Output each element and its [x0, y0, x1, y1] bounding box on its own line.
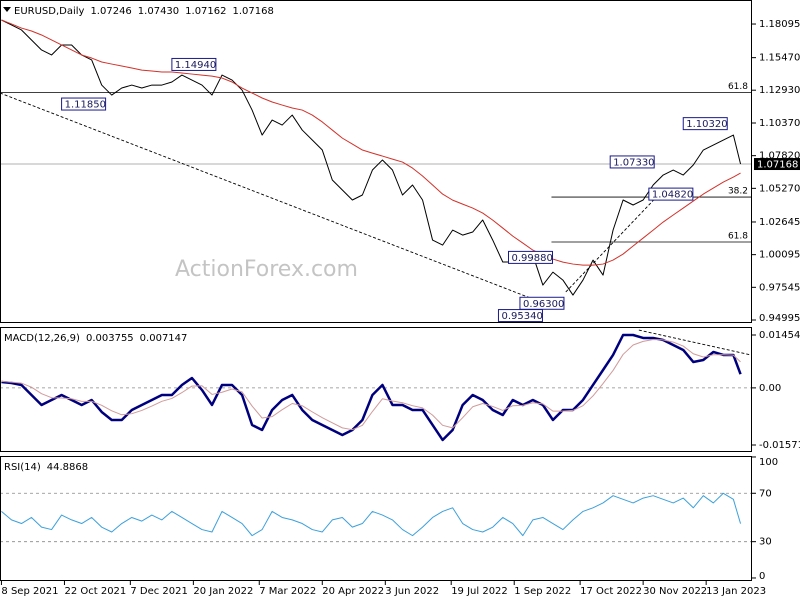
indicator-name: RSI(14) [4, 462, 41, 473]
y-tick-label: 1.05270 [759, 183, 800, 194]
panel-frame [0, 0, 752, 323]
price-label: 1.04820 [652, 190, 693, 201]
indicator-value: 1.07168 [233, 6, 274, 17]
indicator-name: MACD(12,26,9) [4, 333, 80, 344]
indicator-value: 0.003755 [86, 333, 134, 344]
fib-label: 61.8 [728, 232, 748, 242]
y-tick-label: 30 [759, 537, 772, 548]
y-tick-label: -0.015712 [759, 440, 800, 451]
panel-header: MACD(12,26,9) 0.003755 0.007147 [4, 333, 187, 344]
panel-frame [0, 456, 752, 581]
indicator-value: 1.07430 [138, 6, 179, 17]
plot-area [0, 329, 752, 442]
panel-frame [0, 327, 752, 452]
y-tick-label: 1.12930 [759, 85, 800, 96]
plot-area: ActionForex.com 61.8 38.2 61.8 1.11850 1.1494… [0, 19, 752, 323]
x-tick-label: 20 Jan 2022 [193, 586, 253, 597]
y-tick-label: 0 [759, 571, 765, 582]
fib-label: 38.2 [728, 187, 748, 197]
y-tick-label: 1.15470 [759, 53, 800, 64]
trendline [565, 189, 664, 293]
price-label: 1.10320 [686, 119, 727, 130]
x-tick-label: 3 Jun 2022 [385, 586, 439, 597]
y-tick-label: 1.02645 [759, 217, 800, 228]
header-arrow [3, 7, 11, 12]
plot-area [0, 492, 752, 543]
y-tick-label: 100 [759, 457, 778, 468]
price-label-box [171, 57, 217, 71]
y-tick-label: 1.07820 [759, 151, 800, 162]
x-tick-label: 7 Dec 2021 [130, 586, 188, 597]
x-tick-label: 17 Oct 2022 [580, 586, 642, 597]
current-price-box [754, 158, 800, 171]
series-line [1, 19, 741, 266]
trendline [638, 329, 752, 356]
panel-header: EURUSD,Daily 1.07246 1.07430 1.07162 1.07168 [14, 6, 274, 17]
price-label: 0.96300 [523, 299, 564, 310]
series-line [1, 333, 742, 442]
x-tick-label: 20 Apr 2022 [322, 586, 384, 597]
indicator-value: 44.8868 [47, 462, 88, 473]
series-line [1, 339, 741, 431]
current-price-label: 1.07168 [757, 160, 798, 171]
series-line [1, 19, 742, 296]
price-label: 0.99880 [511, 253, 552, 264]
price-label: 1.11850 [65, 100, 106, 111]
indicator-value: 0.007147 [140, 333, 188, 344]
indicator-value: 1.07246 [90, 6, 131, 17]
x-tick-label: 7 Mar 2022 [259, 586, 316, 597]
x-tick-label: 30 Nov 2022 [643, 586, 707, 597]
fib-label: 61.8 [728, 82, 748, 92]
price-label-box [497, 309, 543, 323]
indicator-name: EURUSD,Daily [14, 6, 85, 17]
panel-header: RSI(14) 44.8868 [4, 462, 88, 473]
y-tick-label: 1.18095 [759, 19, 800, 30]
x-tick-label: 8 Sep 2021 [1, 586, 58, 597]
trendline [0, 92, 549, 306]
x-tick-label: 13 Jan 2023 [706, 586, 766, 597]
price-label-box [61, 97, 107, 111]
price-label-box [507, 250, 553, 264]
indicator-value: 1.07162 [185, 6, 226, 17]
y-tick-label: 0.00 [759, 383, 781, 394]
price-label-box [648, 187, 694, 201]
price-label-box [682, 117, 728, 131]
x-tick-label: 19 Jul 2022 [451, 586, 508, 597]
y-tick-label: 1.10370 [759, 118, 800, 129]
price-label-box [609, 155, 655, 169]
y-tick-label: 0.014549 [759, 330, 800, 341]
y-tick-label: 0.97545 [759, 282, 800, 293]
x-tick-label: 22 Oct 2021 [64, 586, 126, 597]
y-tick-label: 0.94995 [759, 313, 800, 324]
price-label: 1.07330 [613, 157, 654, 168]
series-line [1, 492, 742, 537]
price-label: 1.14940 [175, 60, 216, 71]
watermark: ActionForex.com [175, 257, 358, 282]
y-tick-label: 1.00095 [759, 250, 800, 261]
x-tick-label: 1 Sep 2022 [514, 586, 571, 597]
price-label: 0.95340 [501, 311, 542, 322]
y-tick-label: 70 [759, 488, 772, 499]
